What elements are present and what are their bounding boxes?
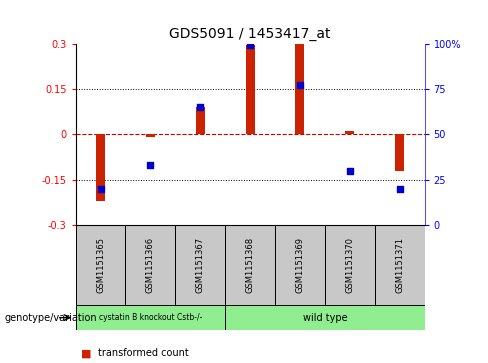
Text: wild type: wild type (303, 313, 347, 323)
Point (246, 42, 254, 48)
Text: GSM1151368: GSM1151368 (245, 237, 255, 293)
Point (396, 186, 404, 192)
Bar (245, 45, 255, 134)
Text: GSM1151370: GSM1151370 (346, 237, 354, 293)
Bar (395, 134, 404, 171)
Bar (76, 305, 225, 330)
Text: GSM1151369: GSM1151369 (295, 237, 305, 293)
Bar (346, 131, 354, 134)
Text: GSM1151371: GSM1151371 (395, 237, 404, 293)
Text: GSM1151367: GSM1151367 (196, 237, 205, 293)
Bar (375, 225, 425, 305)
Bar (125, 225, 175, 305)
Point (196, 104, 204, 110)
Bar (96, 134, 105, 201)
Bar (196, 107, 205, 134)
Text: GSM1151365: GSM1151365 (96, 237, 105, 293)
Text: genotype/variation: genotype/variation (5, 313, 98, 323)
Bar (275, 225, 325, 305)
Text: GSM1151366: GSM1151366 (146, 237, 155, 293)
Bar (146, 134, 155, 137)
Text: ■: ■ (81, 348, 91, 359)
Bar (175, 225, 225, 305)
Bar (225, 305, 425, 330)
Point (296, 82, 304, 88)
Title: GDS5091 / 1453417_at: GDS5091 / 1453417_at (169, 27, 331, 41)
Bar (225, 225, 275, 305)
Text: transformed count: transformed count (98, 348, 188, 359)
Text: cystatin B knockout Cstb-/-: cystatin B knockout Cstb-/- (99, 313, 202, 322)
Point (346, 168, 354, 174)
Bar (325, 225, 375, 305)
Point (97, 186, 104, 192)
Bar (295, 44, 305, 134)
Bar (76, 225, 125, 305)
Point (146, 162, 154, 168)
